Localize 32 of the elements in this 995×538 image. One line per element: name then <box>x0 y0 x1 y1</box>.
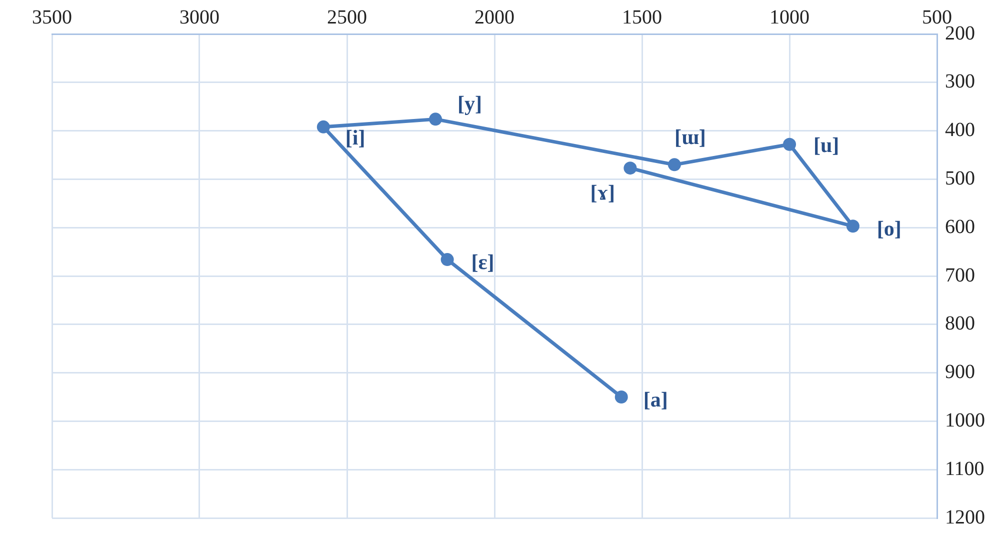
x-tick-label: 2000 <box>474 6 514 28</box>
y-tick-label: 500 <box>945 167 975 190</box>
y-tick-label: 300 <box>945 70 975 93</box>
y-tick-label: 700 <box>945 264 975 286</box>
y-tick-label: 1000 <box>945 409 985 432</box>
annotation: [ɯ] <box>674 125 706 150</box>
annotation: [y] <box>458 92 482 116</box>
y-tick-label: 600 <box>945 216 975 238</box>
point <box>316 120 330 134</box>
x-tick-label: 1000 <box>770 6 810 28</box>
annotation: [u] <box>814 132 840 157</box>
point <box>783 138 796 151</box>
point <box>624 162 637 175</box>
point <box>846 220 860 233</box>
annotation: [ɤ] <box>590 180 616 204</box>
annotation: [ɛ] <box>471 250 494 274</box>
point <box>668 158 681 172</box>
x-tick-label: 3500 <box>32 6 72 28</box>
x-tick-label: 3000 <box>180 6 220 28</box>
annotation: [a] <box>643 387 668 412</box>
point <box>429 112 442 126</box>
y-tick-label: 800 <box>945 312 975 335</box>
y-tick-label: 1100 <box>945 458 984 480</box>
point <box>440 253 454 266</box>
annotation: [i] <box>345 125 366 150</box>
y-tick-label: 1200 <box>945 506 985 528</box>
y-tick-label: 900 <box>945 361 975 384</box>
x-tick-label: 1500 <box>622 6 662 28</box>
y-tick-label: 400 <box>945 119 975 142</box>
x-tick-label: 2500 <box>327 6 367 28</box>
annotation: [o] <box>876 216 902 241</box>
point <box>614 390 628 404</box>
